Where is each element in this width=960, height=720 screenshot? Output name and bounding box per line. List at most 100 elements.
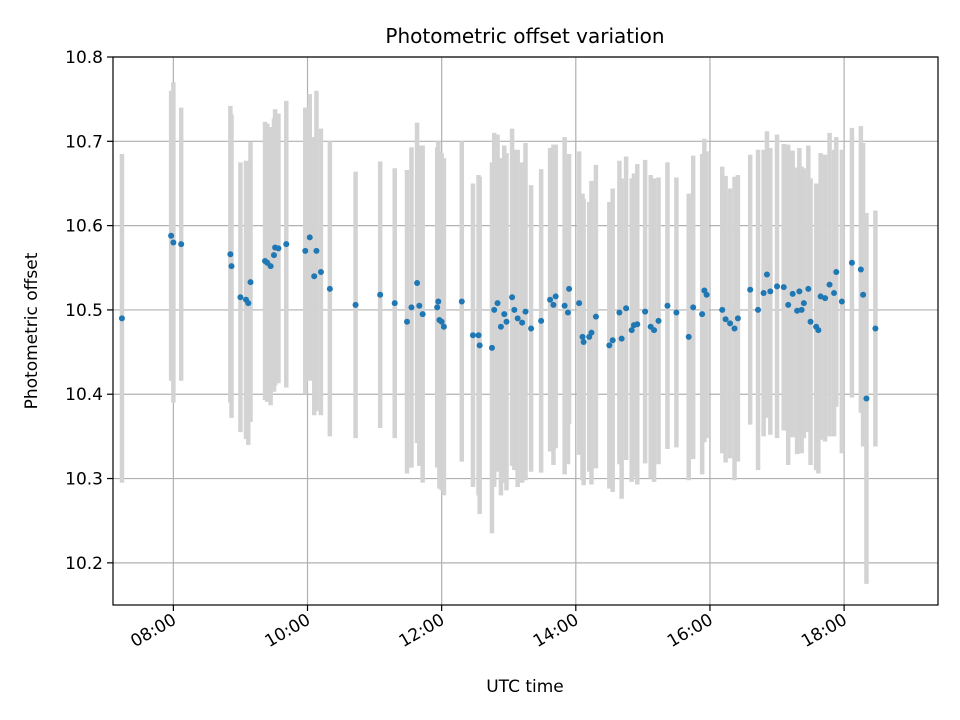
data-point (118, 315, 125, 322)
data-point (267, 263, 274, 270)
data-point (826, 281, 833, 288)
data-point (326, 285, 333, 292)
data-point (458, 298, 465, 305)
data-point (857, 266, 864, 273)
data-point (719, 306, 726, 313)
data-point (434, 304, 441, 311)
data-point (833, 268, 840, 275)
data-point (798, 306, 805, 313)
data-point (538, 317, 545, 324)
data-point (623, 305, 630, 312)
data-point (760, 290, 767, 297)
data-point (655, 317, 662, 324)
data-point (561, 302, 568, 309)
data-point (438, 318, 445, 325)
data-point (685, 333, 692, 340)
data-point (579, 333, 586, 340)
data-point (528, 325, 535, 332)
y-tick-label: 10.7 (65, 132, 103, 152)
data-point (494, 300, 501, 307)
data-point (564, 309, 571, 316)
data-point (731, 325, 738, 332)
data-point (509, 294, 516, 301)
data-point (311, 273, 318, 280)
data-point (501, 311, 508, 318)
data-point (606, 342, 613, 349)
data-point (699, 311, 706, 318)
data-point (552, 293, 559, 300)
data-point (566, 285, 573, 292)
x-axis-label: UTC time (486, 677, 564, 697)
data-point (245, 300, 252, 307)
data-point (618, 335, 625, 342)
data-point (796, 288, 803, 295)
data-point (247, 279, 254, 286)
data-point (168, 232, 175, 239)
data-point (497, 323, 504, 330)
data-point (414, 279, 421, 286)
data-point (755, 306, 762, 313)
data-point (270, 252, 277, 259)
data-point (227, 251, 234, 258)
y-tick-label: 10.4 (65, 385, 103, 405)
chart-title: Photometric offset variation (385, 24, 664, 48)
data-point (547, 296, 554, 303)
data-point (703, 291, 710, 298)
data-point (440, 323, 447, 330)
data-point (860, 291, 867, 298)
data-point (404, 318, 411, 325)
data-point (580, 338, 587, 345)
data-point (807, 318, 814, 325)
y-tick-label: 10.6 (65, 217, 103, 237)
data-point (642, 308, 649, 315)
data-point (831, 290, 838, 297)
y-axis-label: Photometric offset (22, 252, 42, 409)
y-tick-label: 10.8 (65, 48, 103, 68)
data-point (722, 316, 729, 323)
data-point (848, 259, 855, 266)
data-point (377, 291, 384, 298)
data-point (550, 301, 557, 308)
data-point (352, 301, 359, 308)
data-point (488, 344, 495, 351)
data-point (170, 239, 177, 246)
data-point (767, 288, 774, 295)
data-point (419, 311, 426, 318)
data-point (514, 315, 521, 322)
data-point (275, 245, 282, 252)
data-point (302, 247, 309, 254)
data-point (317, 268, 324, 275)
data-point (576, 300, 583, 307)
data-point (511, 306, 518, 313)
data-point (178, 241, 185, 248)
data-point (491, 306, 498, 313)
data-point (228, 263, 235, 270)
data-point (690, 304, 697, 311)
data-point (785, 301, 792, 308)
data-point (237, 294, 244, 301)
data-point (283, 241, 290, 248)
data-point (794, 307, 801, 314)
y-tick-label: 10.3 (65, 470, 103, 490)
data-point (588, 329, 595, 336)
data-point (634, 321, 641, 328)
data-point (747, 286, 754, 293)
data-point (815, 327, 822, 334)
data-point (763, 271, 770, 278)
data-point (822, 295, 829, 302)
data-point (616, 309, 623, 316)
data-point (609, 337, 616, 344)
data-point (592, 313, 599, 320)
data-point (651, 327, 658, 334)
y-tick-label: 10.5 (65, 301, 103, 321)
data-point (664, 302, 671, 309)
data-point (476, 342, 483, 349)
data-point (416, 302, 423, 309)
data-point (503, 318, 510, 325)
data-point (522, 308, 529, 315)
data-point (519, 319, 526, 326)
data-point (435, 298, 442, 305)
data-point (800, 300, 807, 307)
data-point (838, 298, 845, 305)
data-point (475, 332, 482, 339)
